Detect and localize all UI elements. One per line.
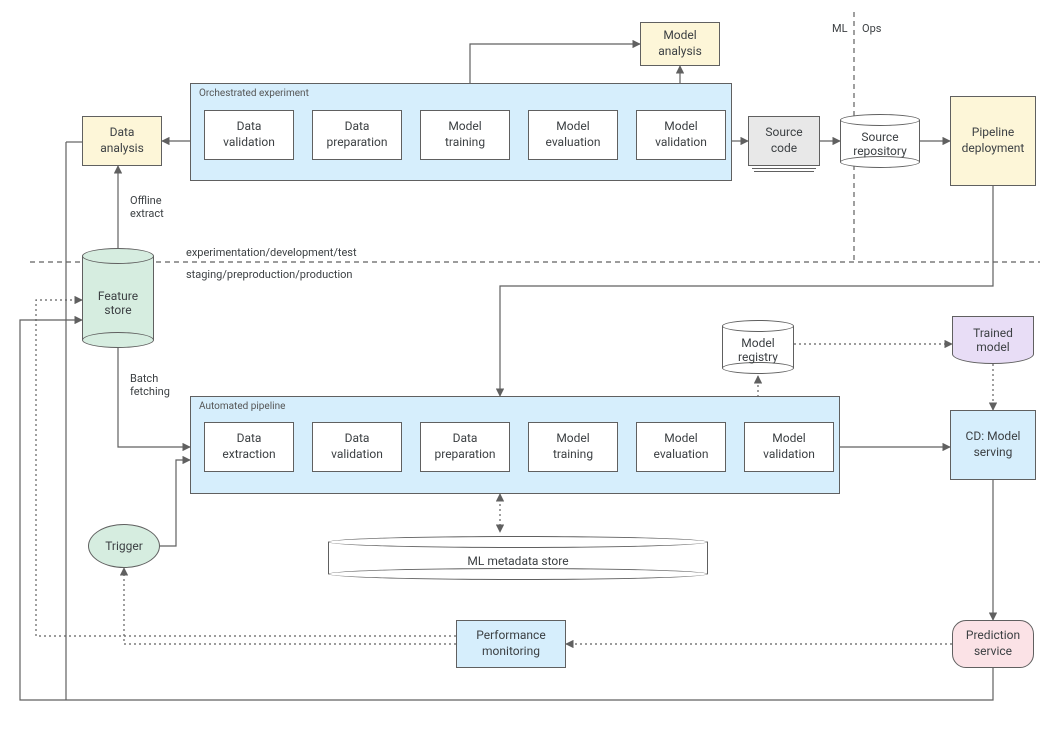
auto-data-valid: Data validation: [312, 422, 402, 472]
performance-monitoring: Performance monitoring: [456, 620, 566, 668]
label-batch-fetching: Batch fetching: [130, 372, 170, 398]
auto-model-valid: Model validation: [744, 422, 834, 472]
hdr-ops: Ops: [862, 22, 881, 35]
source-code: Source code: [748, 116, 820, 166]
env-lower: staging/preproduction/production: [186, 268, 353, 281]
data-analysis: Data analysis: [82, 116, 162, 166]
source-code-stack-line: [754, 171, 814, 172]
auto-data-prep: Data preparation: [420, 422, 510, 472]
orc-model-training: Model training: [420, 110, 510, 160]
auto-model-training: Model training: [528, 422, 618, 472]
hdr-ml: ML: [832, 22, 848, 35]
cd-model-serving: CD: Model serving: [950, 410, 1036, 480]
ml-metadata-store: ML metadata store: [328, 536, 708, 580]
source-repository: Source repository: [840, 114, 920, 168]
source-code-stack-line: [752, 168, 816, 169]
orchestrated-label: Orchestrated experiment: [199, 88, 309, 99]
model-registry: Model registry: [722, 320, 794, 374]
automated-label: Automated pipeline: [199, 401, 285, 412]
prediction-service: Prediction service: [952, 620, 1034, 668]
model-analysis: Model analysis: [640, 22, 720, 66]
orc-model-valid: Model validation: [636, 110, 726, 160]
orc-model-eval: Model evaluation: [528, 110, 618, 160]
pipeline-deployment: Pipeline deployment: [950, 96, 1036, 186]
auto-data-extract: Data extraction: [204, 422, 294, 472]
label-offline-extract: Offline extract: [130, 194, 164, 220]
orc-data-prep: Data preparation: [312, 110, 402, 160]
feature-store: Feature store: [82, 248, 154, 348]
trigger: Trigger: [88, 524, 160, 568]
auto-model-eval: Model evaluation: [636, 422, 726, 472]
env-upper: experimentation/development/test: [186, 246, 357, 259]
orc-data-validation: Data validation: [204, 110, 294, 160]
trained-model: Trained model: [952, 316, 1034, 364]
